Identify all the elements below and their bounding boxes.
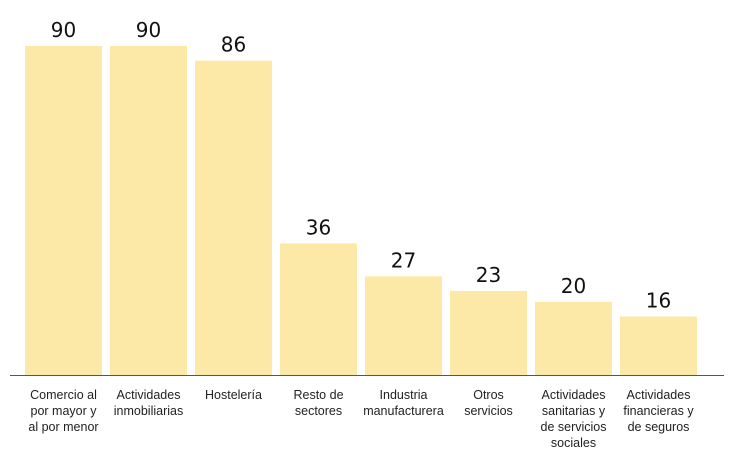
category-label-line: Resto de: [293, 388, 343, 402]
bars-group: [25, 46, 697, 375]
bar-value-label: 23: [476, 263, 501, 287]
category-label: Otros servicios: [464, 388, 513, 418]
category-label-line: Actividades: [542, 388, 606, 402]
bar-value-label: 27: [391, 248, 416, 272]
category-label-line: al por menor: [28, 420, 98, 434]
bar: [195, 60, 272, 375]
category-label-line: sanitarias y: [542, 404, 606, 418]
category-label-line: Industria: [380, 388, 428, 402]
value-labels-group: 90 90 86 36 27 23 20 16: [51, 18, 671, 313]
category-label: Industria manufacturera: [363, 388, 444, 418]
bar: [535, 301, 612, 375]
category-label-line: sectores: [295, 404, 342, 418]
bar: [110, 46, 187, 375]
category-labels-group: Comercio al por mayor y al por menor Activi…: [28, 388, 694, 449]
category-label-line: Otros: [473, 388, 504, 402]
bar: [280, 243, 357, 375]
bar-value-label: 90: [51, 18, 76, 42]
category-label: Actividades inmobiliarias: [114, 388, 183, 418]
category-label-line: Actividades: [627, 388, 691, 402]
bar-value-label: 20: [561, 274, 586, 298]
bar: [450, 290, 527, 375]
category-label-line: servicios: [464, 404, 513, 418]
category-label-line: inmobiliarias: [114, 404, 183, 418]
category-label: Comercio al por mayor y al por menor: [28, 388, 98, 434]
bar: [620, 316, 697, 375]
category-label-line: por mayor y: [31, 404, 98, 418]
category-label-line: manufacturera: [363, 404, 444, 418]
bar-value-label: 86: [221, 33, 246, 57]
bar-value-label: 90: [136, 18, 161, 42]
category-label-line: de seguros: [628, 420, 690, 434]
bar: [25, 46, 102, 375]
bar: [365, 276, 442, 375]
category-label-line: de servicios: [541, 420, 607, 434]
bar-value-label: 36: [306, 215, 331, 239]
category-label-line: sociales: [551, 436, 596, 449]
category-label-line: Actividades: [117, 388, 181, 402]
category-label: Hostelería: [205, 388, 262, 402]
category-label-line: Hostelería: [205, 388, 262, 402]
category-label: Actividades sanitarias y de servicios socia…: [541, 388, 607, 449]
category-label-line: financieras y: [623, 404, 694, 418]
category-label: Resto de sectores: [293, 388, 343, 418]
category-label-line: Comercio al: [30, 388, 97, 402]
category-label: Actividades financieras y de seguros: [623, 388, 694, 434]
bar-value-label: 16: [646, 289, 671, 313]
